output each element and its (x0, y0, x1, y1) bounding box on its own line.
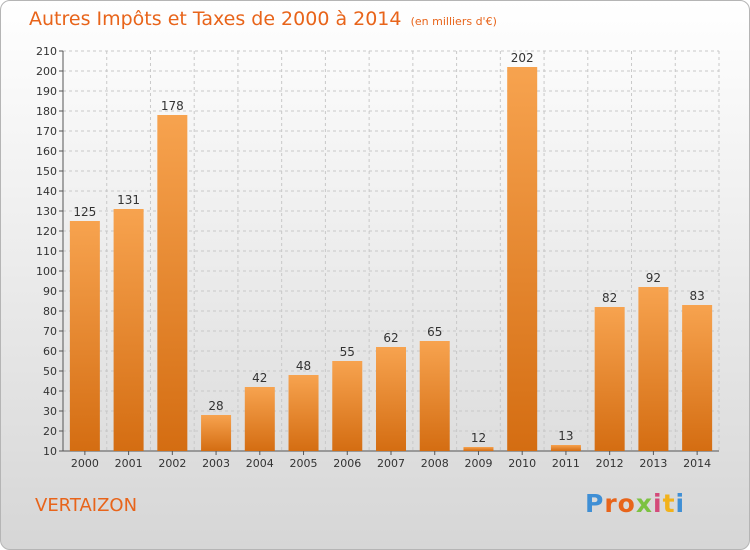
y-tick-label: 10 (43, 445, 57, 458)
proxiti-logo: Proxiti (585, 489, 685, 518)
y-tick-label: 90 (43, 285, 57, 298)
value-label: 65 (427, 325, 442, 339)
value-label: 125 (73, 205, 96, 219)
value-label: 28 (208, 399, 223, 413)
y-tick-label: 60 (43, 345, 57, 358)
x-tick-label: 2000 (71, 457, 99, 470)
labels: 10 20 30 40 50 60 70 80 90 100 110 120 130 140 150 160 1… (36, 45, 711, 470)
value-label: 13 (558, 429, 573, 443)
value-label: 131 (117, 193, 140, 207)
y-tick-label: 80 (43, 305, 57, 318)
bar (638, 287, 669, 451)
value-label: 55 (340, 345, 355, 359)
logo-letter: P (585, 489, 605, 518)
x-tick-label: 2014 (683, 457, 711, 470)
bars (69, 67, 713, 451)
y-tick-label: 30 (43, 405, 57, 418)
value-label: 82 (602, 291, 617, 305)
y-tick-label: 50 (43, 365, 57, 378)
y-tick-label: 20 (43, 425, 57, 438)
value-label: 202 (511, 51, 534, 65)
x-tick-label: 2009 (464, 457, 492, 470)
value-label: 42 (252, 371, 267, 385)
value-label: 12 (471, 431, 486, 445)
y-tick-label: 210 (36, 45, 57, 58)
y-tick-label: 130 (36, 205, 57, 218)
y-tick-label: 100 (36, 265, 57, 278)
unit-text: (en milliers d'€) (410, 15, 497, 28)
value-label: 62 (383, 331, 398, 345)
x-tick-label: 2011 (552, 457, 580, 470)
bar (463, 447, 494, 451)
x-tick-label: 2010 (508, 457, 536, 470)
bar (376, 347, 406, 451)
x-tick-label: 2013 (639, 457, 667, 470)
bar (419, 341, 450, 451)
bar (244, 387, 275, 451)
x-tick-label: 2008 (421, 457, 449, 470)
x-tick-label: 2007 (377, 457, 405, 470)
bar (594, 307, 625, 451)
logo-letter: t (662, 489, 676, 518)
bar (332, 361, 363, 451)
y-tick-label: 170 (36, 125, 57, 138)
bar (288, 375, 319, 451)
logo-letter: x (635, 489, 653, 518)
bar (157, 115, 188, 451)
y-tick-label: 120 (36, 225, 57, 238)
x-tick-label: 2012 (596, 457, 624, 470)
logo-letter: o (617, 489, 636, 518)
bar (113, 209, 144, 451)
bar (507, 67, 538, 451)
bar (550, 445, 581, 451)
y-tick-label: 160 (36, 145, 57, 158)
x-tick-label: 2002 (158, 457, 186, 470)
bar (69, 221, 100, 451)
logo-letter: i (675, 489, 686, 518)
value-label: 83 (689, 289, 704, 303)
x-tick-label: 2004 (246, 457, 274, 470)
x-tick-label: 2001 (115, 457, 143, 470)
x-tick-label: 2003 (202, 457, 230, 470)
y-tick-label: 190 (36, 85, 57, 98)
y-tick-label: 150 (36, 165, 57, 178)
value-label: 48 (296, 359, 311, 373)
value-label: 92 (646, 271, 661, 285)
y-tick-label: 70 (43, 325, 57, 338)
y-tick-label: 200 (36, 65, 57, 78)
y-tick-label: 110 (36, 245, 57, 258)
chart-title: Autres Impôts et Taxes de 2000 à 2014 (e… (29, 8, 497, 30)
y-tick-label: 180 (36, 105, 57, 118)
value-label: 178 (161, 99, 184, 113)
x-tick-label: 2005 (290, 457, 318, 470)
logo-letter: r (604, 489, 618, 518)
title-text: Autres Impôts et Taxes de 2000 à 2014 (29, 8, 402, 30)
bar (682, 305, 713, 451)
x-tick-label: 2006 (333, 457, 361, 470)
town-name: VERTAIZON (35, 495, 138, 516)
y-tick-label: 40 (43, 385, 57, 398)
y-tick-label: 140 (36, 185, 57, 198)
logo-letter: i (653, 489, 663, 518)
bar (201, 415, 232, 451)
